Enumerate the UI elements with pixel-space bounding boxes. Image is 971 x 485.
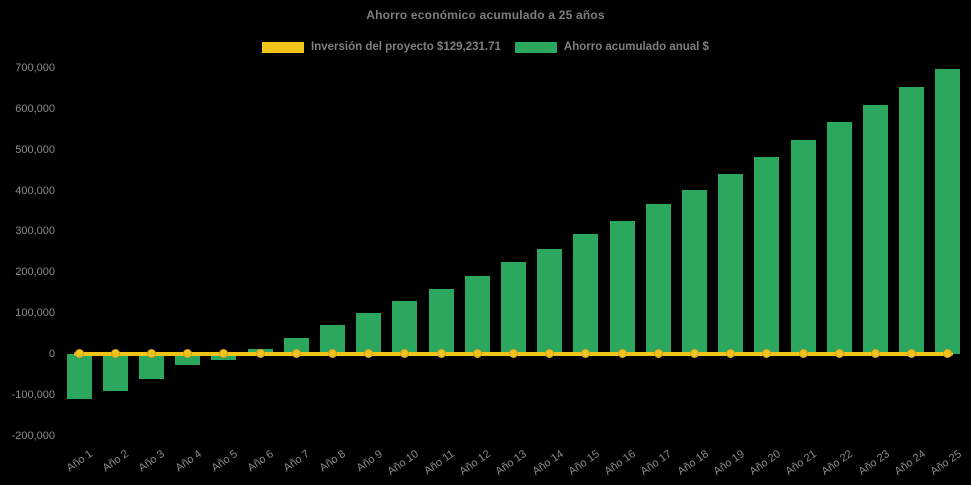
y-tick-label: 700,000 [15, 62, 55, 74]
bar-año-22 [826, 122, 852, 354]
bar-año-4 [175, 354, 201, 366]
x-tick-label: Año 22 [819, 448, 856, 478]
line-marker-icon [762, 349, 772, 358]
bar-año-12 [464, 276, 490, 354]
x-tick-label: Año 1 [64, 448, 95, 475]
x-tick-label: Año 23 [855, 448, 892, 478]
x-tick-label: Año 10 [385, 448, 421, 478]
bar-año-20 [754, 157, 780, 354]
bar-año-10 [392, 301, 418, 354]
line-marker-icon [400, 349, 410, 358]
line-marker-icon [871, 349, 881, 358]
legend-item-savings: Ahorro acumulado anual $ [514, 41, 709, 53]
x-tick-label: Año 25 [928, 448, 964, 478]
x-tick-label: Año 11 [422, 448, 457, 478]
line-marker-icon [690, 349, 700, 358]
line-marker-icon [364, 349, 374, 358]
x-tick-label: Año 17 [638, 448, 675, 478]
line-marker-icon [472, 349, 482, 358]
line-marker-icon [327, 349, 337, 358]
x-tick-label: Año 12 [457, 448, 494, 478]
bar-año-13 [500, 262, 526, 354]
bar-año-16 [609, 221, 635, 354]
line-marker-icon [219, 349, 229, 358]
bar-año-23 [863, 105, 889, 354]
y-tick-label: 200,000 [15, 266, 55, 279]
x-tick-label: Año 2 [100, 448, 132, 475]
line-marker-icon [74, 349, 84, 358]
line-marker-icon [834, 349, 844, 358]
bar-año-25 [935, 68, 961, 354]
savings-bar-swatch-icon [514, 41, 557, 53]
x-tick-label: Año 19 [711, 448, 747, 478]
y-tick-label: 100,000 [15, 307, 55, 320]
line-marker-icon [508, 349, 518, 358]
bar-año-24 [899, 86, 925, 354]
bar-año-3 [138, 354, 164, 380]
x-tick-label: Año 6 [245, 448, 276, 475]
x-tick-label: Año 16 [602, 448, 638, 478]
line-marker-icon [110, 349, 120, 358]
x-tick-label: Año 8 [317, 448, 349, 475]
bar-año-15 [573, 234, 599, 354]
x-tick-label: Año 24 [892, 448, 928, 478]
line-marker-icon [545, 349, 555, 358]
x-tick-label: Año 4 [173, 448, 204, 475]
y-tick-label: 400,000 [15, 184, 55, 197]
bar-año-19 [718, 173, 744, 354]
legend: Inversión del proyecto $129,231.71 Ahorr… [0, 41, 971, 53]
line-marker-icon [653, 349, 663, 358]
y-tick-label: 600,000 [15, 102, 55, 115]
line-marker-icon [907, 349, 917, 358]
x-tick-label: Año 20 [747, 448, 783, 478]
y-tick-label: -200,000 [11, 429, 55, 442]
bar-año-18 [682, 189, 708, 354]
line-marker-icon [726, 349, 736, 358]
bar-año-7 [283, 338, 309, 354]
y-tick-label: 300,000 [15, 225, 55, 238]
bar-año-2 [102, 354, 128, 391]
investment-line-swatch-icon [262, 41, 305, 53]
x-tick-label: Año 18 [674, 448, 711, 478]
bar-año-9 [356, 313, 382, 354]
x-tick-label: Año 21 [783, 448, 820, 478]
x-tick-label: Año 14 [530, 448, 566, 478]
x-tick-label: Año 13 [493, 448, 530, 478]
y-tick-label: 500,000 [15, 143, 55, 156]
x-tick-label: Año 5 [209, 448, 240, 475]
bar-año-21 [790, 140, 816, 354]
x-tick-label: Año 15 [566, 448, 602, 478]
y-tick-label: 0 [48, 348, 55, 360]
x-tick-label: Año 7 [281, 448, 313, 475]
legend-label-investment: Inversión del proyecto $129,231.71 [311, 41, 501, 53]
chart-title: Ahorro económico acumulado a 25 años [366, 8, 605, 22]
line-marker-icon [581, 349, 591, 358]
bar-año-11 [428, 289, 454, 354]
x-tick-label: Año 3 [136, 448, 168, 475]
line-marker-icon [798, 349, 808, 358]
line-marker-icon [146, 349, 156, 358]
bar-año-14 [537, 248, 563, 354]
y-tick-label: -100,000 [11, 388, 55, 401]
legend-item-investment: Inversión del proyecto $129,231.71 [262, 41, 501, 53]
line-marker-icon [617, 349, 627, 358]
x-tick-label: Año 9 [354, 448, 385, 475]
line-marker-icon [943, 349, 953, 358]
legend-label-savings: Ahorro acumulado anual $ [563, 41, 709, 53]
line-marker-icon [436, 349, 446, 358]
bar-año-17 [645, 204, 671, 354]
line-marker-icon [255, 349, 265, 358]
line-marker-icon [183, 349, 193, 358]
bar-año-1 [66, 354, 92, 399]
line-marker-icon [291, 349, 301, 358]
